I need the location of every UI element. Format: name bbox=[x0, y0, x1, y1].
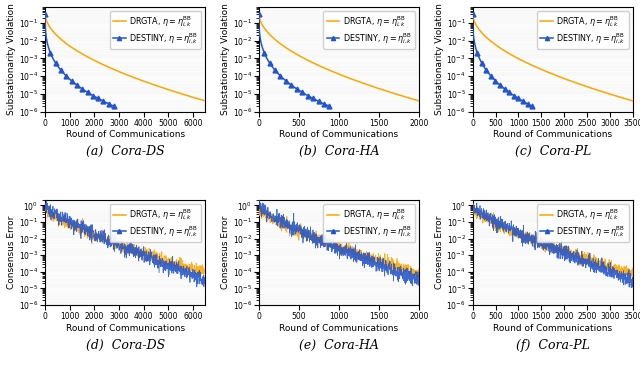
Legend: DRGTA, $\eta = \eta_{i,k}^{\mathrm{BB}}$, DESTINY, $\eta = \eta_{i,k}^{\mathrm{B: DRGTA, $\eta = \eta_{i,k}^{\mathrm{BB}}$… bbox=[323, 204, 415, 242]
X-axis label: Round of Communications: Round of Communications bbox=[66, 324, 185, 333]
Legend: DRGTA, $\eta = \eta_{i,k}^{\mathrm{BB}}$, DESTINY, $\eta = \eta_{i,k}^{\mathrm{B: DRGTA, $\eta = \eta_{i,k}^{\mathrm{BB}}$… bbox=[109, 204, 202, 242]
Y-axis label: Substationarity Violation: Substationarity Violation bbox=[7, 3, 16, 115]
X-axis label: Round of Communications: Round of Communications bbox=[493, 130, 612, 139]
Y-axis label: Consensus Error: Consensus Error bbox=[435, 216, 444, 290]
Y-axis label: Substationarity Violation: Substationarity Violation bbox=[435, 3, 444, 115]
Text: (e)  Cora-HA: (e) Cora-HA bbox=[299, 339, 379, 352]
Y-axis label: Consensus Error: Consensus Error bbox=[7, 216, 16, 290]
Text: (b)  Cora-HA: (b) Cora-HA bbox=[299, 145, 380, 158]
Y-axis label: Substationarity Violation: Substationarity Violation bbox=[221, 3, 230, 115]
Legend: DRGTA, $\eta = \eta_{i,k}^{\mathrm{BB}}$, DESTINY, $\eta = \eta_{i,k}^{\mathrm{B: DRGTA, $\eta = \eta_{i,k}^{\mathrm{BB}}$… bbox=[537, 11, 629, 49]
Text: (d)  Cora-DS: (d) Cora-DS bbox=[86, 339, 165, 352]
Text: (f)  Cora-PL: (f) Cora-PL bbox=[516, 339, 590, 352]
Legend: DRGTA, $\eta = \eta_{i,k}^{\mathrm{BB}}$, DESTINY, $\eta = \eta_{i,k}^{\mathrm{B: DRGTA, $\eta = \eta_{i,k}^{\mathrm{BB}}$… bbox=[109, 11, 202, 49]
Legend: DRGTA, $\eta = \eta_{i,k}^{\mathrm{BB}}$, DESTINY, $\eta = \eta_{i,k}^{\mathrm{B: DRGTA, $\eta = \eta_{i,k}^{\mathrm{BB}}$… bbox=[537, 204, 629, 242]
Text: (c)  Cora-PL: (c) Cora-PL bbox=[515, 145, 591, 158]
Y-axis label: Consensus Error: Consensus Error bbox=[221, 216, 230, 290]
X-axis label: Round of Communications: Round of Communications bbox=[66, 130, 185, 139]
X-axis label: Round of Communications: Round of Communications bbox=[280, 130, 399, 139]
Text: (a)  Cora-DS: (a) Cora-DS bbox=[86, 145, 164, 158]
Legend: DRGTA, $\eta = \eta_{i,k}^{\mathrm{BB}}$, DESTINY, $\eta = \eta_{i,k}^{\mathrm{B: DRGTA, $\eta = \eta_{i,k}^{\mathrm{BB}}$… bbox=[323, 11, 415, 49]
X-axis label: Round of Communications: Round of Communications bbox=[493, 324, 612, 333]
X-axis label: Round of Communications: Round of Communications bbox=[280, 324, 399, 333]
